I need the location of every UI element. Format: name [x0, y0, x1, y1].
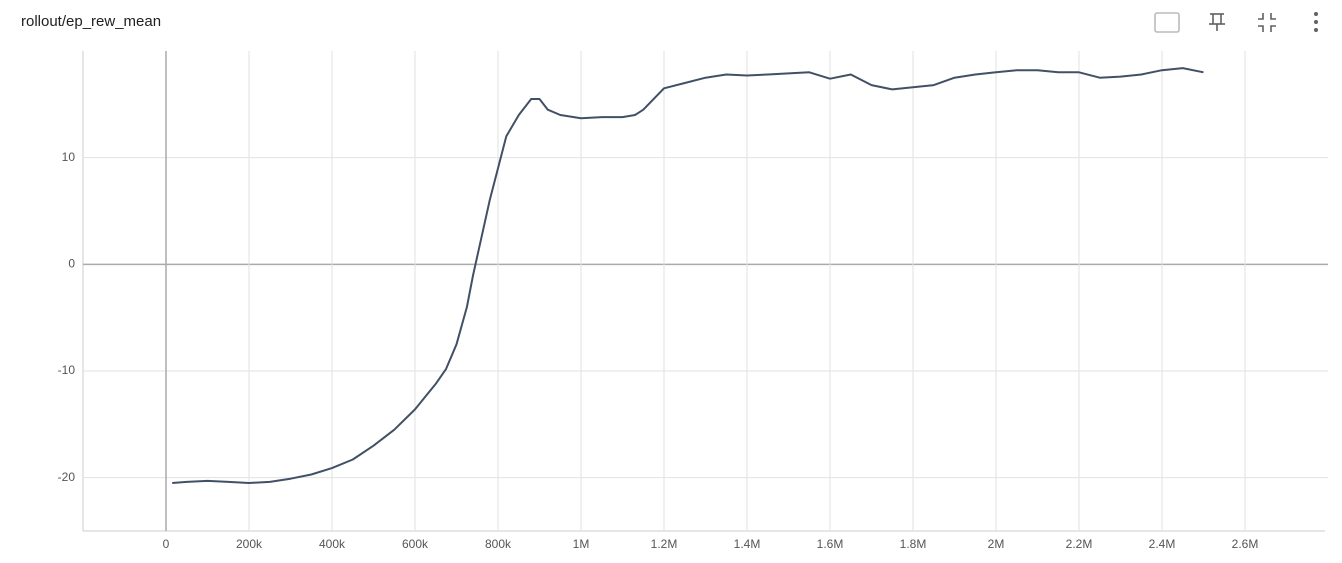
x-tick-label: 1.4M	[734, 537, 761, 551]
y-tick-label: -10	[58, 363, 76, 377]
y-tick-label: 10	[62, 150, 76, 164]
x-tick-label: 200k	[236, 537, 263, 551]
collapse-icon[interactable]	[1258, 13, 1276, 32]
y-tick-label: 0	[68, 257, 75, 271]
x-tick-label: 800k	[485, 537, 512, 551]
toolbar	[1154, 12, 1318, 33]
x-tick-label: 0	[163, 537, 170, 551]
x-tick-label: 2.4M	[1149, 537, 1176, 551]
fit-icon[interactable]	[1154, 12, 1180, 33]
x-tick-label: 1M	[573, 537, 590, 551]
x-tick-label: 600k	[402, 537, 429, 551]
chart-title: rollout/ep_rew_mean	[21, 13, 161, 30]
x-tick-label: 1.8M	[900, 537, 927, 551]
x-tick-label: 400k	[319, 537, 346, 551]
x-tick-label: 2.2M	[1066, 537, 1093, 551]
menu-icon[interactable]	[1314, 12, 1318, 32]
series-line	[172, 67, 1204, 484]
y-tick-label: -20	[58, 470, 76, 484]
x-tick-label: 1.2M	[651, 537, 678, 551]
x-tick-label: 2.6M	[1232, 537, 1259, 551]
pin-icon[interactable]	[1209, 13, 1225, 31]
x-tick-label: 1.6M	[817, 537, 844, 551]
x-tick-label: 2M	[988, 537, 1005, 551]
